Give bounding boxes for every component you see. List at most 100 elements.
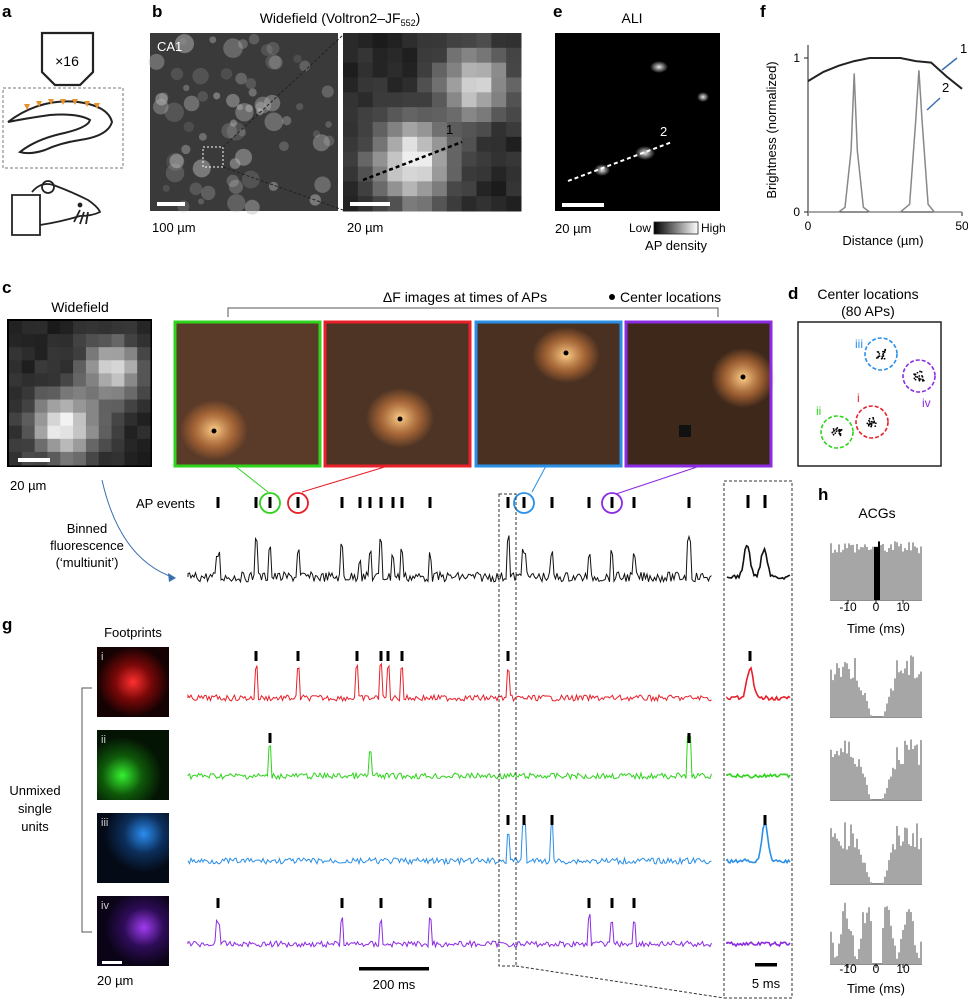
zoom-pixel <box>343 62 359 78</box>
zoom-pixel <box>387 77 403 93</box>
acg-bar <box>870 715 872 717</box>
unit-spike-tick <box>355 651 359 661</box>
center-dot <box>868 417 871 420</box>
zoom-pixel <box>402 166 418 182</box>
c-pixel <box>124 334 138 348</box>
widefield-spot <box>227 194 246 213</box>
zoom-pixel <box>461 181 477 197</box>
center-dot <box>868 423 871 425</box>
acg-bar <box>906 744 908 800</box>
f-y-label: Brightness (normalized) <box>764 61 779 198</box>
acg-bar <box>852 677 854 717</box>
df-bracket <box>227 307 719 317</box>
acg-title: ACGs <box>858 505 895 521</box>
widefield-spot <box>263 94 281 112</box>
zoom-pixel <box>506 151 522 167</box>
profile-chart: 0 50 0 1 1 2 Distance (µm) Brightness (norm… <box>764 41 968 248</box>
acg-bar <box>842 549 844 600</box>
binned-label-3: (‘multiunit’) <box>56 555 119 570</box>
c-pixel <box>60 438 74 453</box>
center-dot <box>835 428 838 431</box>
widefield-spot <box>197 91 209 102</box>
acg-bar <box>860 938 862 964</box>
widefield-image-large: CA1 <box>148 33 338 215</box>
c-pixel <box>137 386 151 401</box>
acg-bottom-xlabel: Time (ms) <box>847 981 905 996</box>
acg-bar <box>884 550 886 600</box>
acg-bar <box>848 669 850 717</box>
ap-event-tick <box>687 497 691 508</box>
widefield-spot <box>183 84 190 92</box>
c-pixel <box>21 373 36 387</box>
zoom-pixel <box>491 166 507 182</box>
acg-bar <box>910 846 912 884</box>
scalebar-c <box>18 458 50 462</box>
c-pixel <box>34 373 48 387</box>
center-dot <box>878 355 881 358</box>
acg-bar <box>836 750 838 800</box>
unit-iii-trace <box>187 822 712 866</box>
zoom-pixel <box>461 62 477 78</box>
zoom-pixel <box>506 107 522 123</box>
c-pixel <box>34 425 48 440</box>
ap-event-tick <box>268 497 272 508</box>
c-pixel <box>73 425 87 440</box>
acg-bar <box>894 678 896 717</box>
acg-bar <box>888 909 890 964</box>
center-dot <box>868 419 870 422</box>
unit-spike-tick <box>379 898 383 908</box>
c-pixel <box>111 399 125 414</box>
zoom-pixel <box>476 166 492 182</box>
zoom-pixel <box>476 181 492 197</box>
c-pixel <box>21 438 36 453</box>
c-pixel <box>21 412 36 427</box>
c-pixel <box>9 321 23 335</box>
c-pixel <box>111 451 125 466</box>
zoom-pixel <box>387 122 403 138</box>
acg-bar <box>842 666 844 717</box>
acg-bar <box>914 945 916 964</box>
zoom-pixel <box>491 181 507 197</box>
acg-bar <box>908 909 910 964</box>
acg-bar <box>918 958 920 964</box>
acg-bar <box>850 824 852 884</box>
acg-bar <box>904 924 906 964</box>
zoom-pixel <box>417 122 433 138</box>
center-dot <box>914 378 917 381</box>
widefield-spot <box>235 103 254 122</box>
c-pixel <box>137 438 151 453</box>
zoom-inset-tick <box>746 495 750 505</box>
c-pixel <box>9 334 23 348</box>
unit-spike-tick <box>216 898 220 908</box>
acg-bar <box>844 902 846 964</box>
widefield-spot <box>226 174 239 188</box>
c-pixel <box>9 412 23 427</box>
c-pixel <box>98 451 113 466</box>
zoom-pixel <box>417 47 433 64</box>
acg-bar <box>834 674 836 717</box>
cluster-label-iii: iii <box>855 337 863 351</box>
widefield-spot <box>241 170 260 189</box>
widefield-spot <box>159 92 169 102</box>
widefield-spot <box>209 36 217 44</box>
zoom-pixel <box>387 33 403 49</box>
acg-bar <box>868 907 870 964</box>
c-pixel <box>9 451 23 466</box>
acg-bar <box>844 543 846 600</box>
acg-bar <box>840 845 842 884</box>
c-pixel <box>137 360 151 374</box>
acg-bar <box>840 676 842 717</box>
c-pixel <box>137 347 151 361</box>
acg-bar <box>908 674 910 717</box>
center-legend: Center locations <box>620 289 721 305</box>
center-dot <box>877 356 879 359</box>
zoom-pixel <box>461 196 477 212</box>
acg-bar <box>892 767 894 800</box>
center-dot <box>839 429 842 432</box>
acg-bar <box>910 655 912 717</box>
c-pixel <box>98 360 113 374</box>
center-dot <box>831 431 834 434</box>
zoom-line-top <box>222 34 344 148</box>
c-pixel <box>34 321 48 335</box>
c-widefield-title: Widefield <box>51 299 109 315</box>
